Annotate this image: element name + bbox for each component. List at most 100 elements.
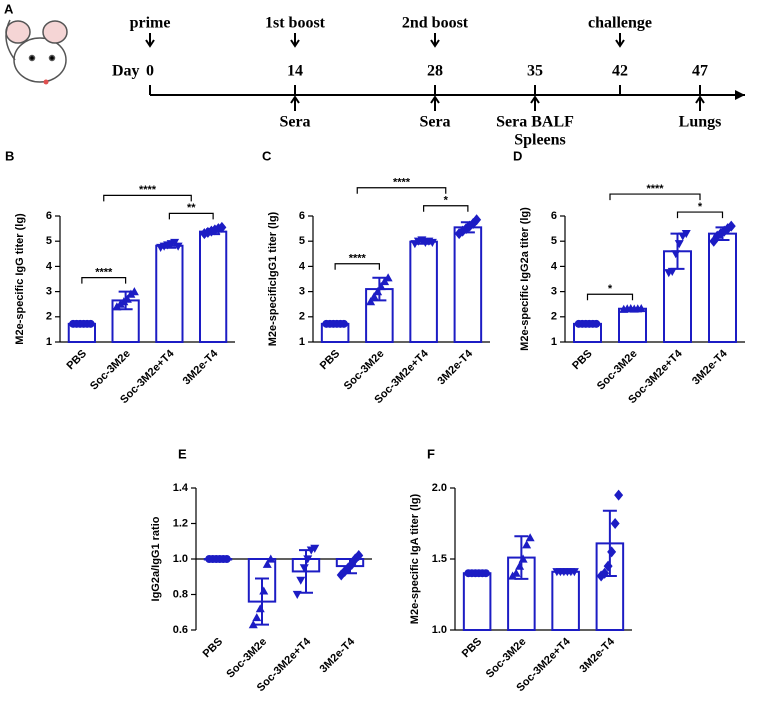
day-number: 42 xyxy=(612,63,628,80)
data-point xyxy=(255,604,265,613)
data-point xyxy=(600,567,610,579)
y-tick-label: 6 xyxy=(299,210,305,222)
y-tick-label: 6 xyxy=(551,210,557,222)
bar xyxy=(551,570,580,632)
significance-bracket xyxy=(609,193,701,201)
data-point xyxy=(481,569,490,578)
significance-label: * xyxy=(444,195,449,207)
event-above: 1st boost xyxy=(265,15,326,32)
timeline-arrowhead xyxy=(735,90,745,100)
arrow-down xyxy=(290,33,300,48)
panel-letter: E xyxy=(178,446,187,461)
significance-bracket xyxy=(334,263,380,270)
y-tick-label: 1.5 xyxy=(432,553,447,565)
day-number: 14 xyxy=(287,63,303,80)
data-point xyxy=(614,489,624,501)
event-above: 2nd boost xyxy=(402,15,469,32)
chart-panel: C M2e-specificIgG1 titer (lg) 1 2 3 4 5 6 PBS Soc… xyxy=(262,148,490,406)
x-tick-label: 3M2e-T4 xyxy=(181,347,221,387)
x-tick-label: Soc-3M2e xyxy=(224,636,269,681)
bar xyxy=(618,307,647,343)
data-point xyxy=(122,294,132,303)
bar xyxy=(453,226,483,343)
y-tick-label: 2 xyxy=(46,311,52,323)
x-tick-label: Soc-3M2e xyxy=(342,348,387,393)
panel-letter: F xyxy=(427,446,435,461)
data-point xyxy=(303,555,313,564)
significance-label: * xyxy=(698,201,703,213)
data-point xyxy=(266,554,276,563)
significance-bracket xyxy=(168,212,214,220)
data-point xyxy=(86,319,95,328)
data-point xyxy=(296,576,306,585)
day-number: 28 xyxy=(427,63,443,80)
y-tick-label: 6 xyxy=(46,210,52,222)
event-below: Sera BALF xyxy=(496,114,574,131)
y-tick-label: 1 xyxy=(551,336,557,348)
data-point xyxy=(383,273,393,282)
x-tick-label: 3M2e-T4 xyxy=(690,347,730,387)
event-above: challenge xyxy=(588,15,652,32)
data-point xyxy=(726,220,736,232)
significance-label: **** xyxy=(393,177,411,189)
panel-letter: B xyxy=(5,148,14,163)
significance-label: **** xyxy=(139,184,157,196)
y-axis-label: M2e-specific IgG titer (lg) xyxy=(14,213,26,345)
bar xyxy=(199,230,228,343)
significance-bracket xyxy=(103,194,192,202)
significance-label: **** xyxy=(349,253,367,265)
data-point xyxy=(511,568,521,577)
y-tick-label: 0.8 xyxy=(173,588,188,600)
x-tick-label: PBS xyxy=(460,636,484,660)
x-tick-label: 3M2e-T4 xyxy=(435,347,475,387)
y-axis-label: M2e-specific IgA titer (lg) xyxy=(409,493,421,624)
mouse-icon xyxy=(5,19,68,85)
data-point xyxy=(636,303,646,313)
event-below: Lungs xyxy=(679,114,722,131)
y-tick-label: 4 xyxy=(46,260,53,272)
chart-panel: E IgG2a/IgG1 ratio 0.6 0.8 1.0 1.2 1.4 PBS Soc-3… xyxy=(150,446,372,694)
x-tick-label: Soc-3M2e xyxy=(595,348,640,393)
data-point xyxy=(354,549,364,561)
bar xyxy=(708,232,737,343)
y-tick-label: 1 xyxy=(46,336,52,348)
y-tick-label: 1.4 xyxy=(173,482,189,494)
bar xyxy=(409,240,438,343)
significance-bracket xyxy=(356,187,447,194)
significance-bracket xyxy=(586,293,634,301)
data-point xyxy=(681,230,691,239)
arrow-up xyxy=(530,95,540,111)
data-point xyxy=(339,319,348,328)
data-point xyxy=(217,221,227,233)
arrow-down xyxy=(145,33,155,48)
y-tick-label: 2 xyxy=(551,311,557,323)
data-point xyxy=(262,559,272,568)
data-point xyxy=(310,544,320,553)
data-point xyxy=(259,586,269,595)
y-tick-label: 3 xyxy=(299,286,305,298)
data-point xyxy=(603,560,613,572)
data-point xyxy=(299,564,309,573)
x-tick-label: PBS xyxy=(201,636,225,660)
panel-letter: C xyxy=(262,148,272,163)
event-below: Sera xyxy=(419,114,450,131)
data-point xyxy=(515,561,525,570)
y-tick-label: 1.0 xyxy=(432,624,447,636)
error-bar xyxy=(255,577,269,626)
data-point xyxy=(373,287,383,296)
x-tick-label: PBS xyxy=(65,348,89,372)
data-point xyxy=(671,250,681,259)
data-point xyxy=(610,518,620,529)
data-point xyxy=(592,319,601,328)
data-point xyxy=(366,297,376,306)
significance-bracket xyxy=(81,277,127,284)
y-tick-label: 2.0 xyxy=(432,482,447,494)
chart-panel: D M2e-specific IgG2a titer (lg) 1 2 3 4 5 6 PBS S… xyxy=(513,148,745,406)
arrow-up xyxy=(430,95,440,111)
data-point xyxy=(667,267,677,276)
day-number: 35 xyxy=(527,63,543,80)
data-point xyxy=(369,292,379,301)
y-axis-label: M2e-specific IgG2a titer (lg) xyxy=(519,207,531,351)
data-point xyxy=(129,287,139,296)
arrow-down xyxy=(430,33,440,48)
